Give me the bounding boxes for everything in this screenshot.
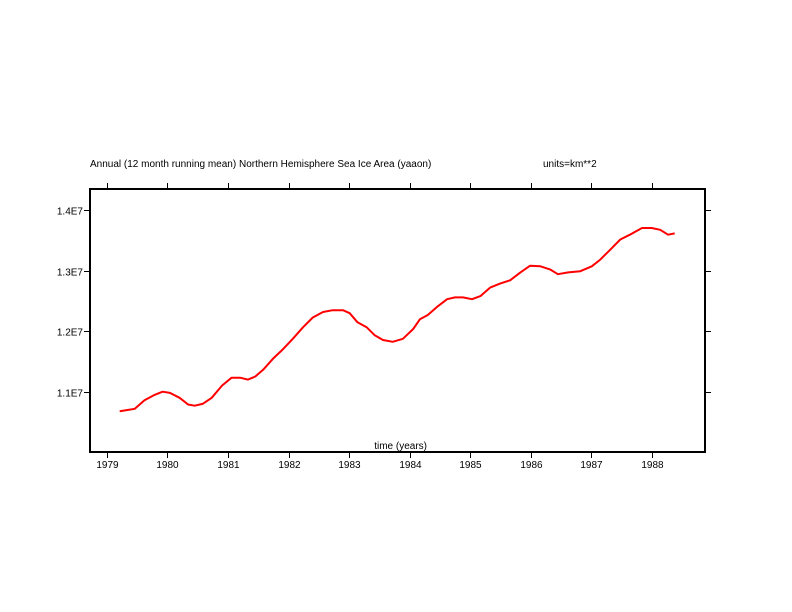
y-tick-labels: 1.1E7 1.2E7 1.3E7 1.4E7 <box>57 207 84 400</box>
plot-frame <box>89 188 706 453</box>
units-label: units=km**2 <box>543 159 597 170</box>
x-tick-label: 1988 <box>641 460 664 471</box>
y-tick-label: 1.4E7 <box>57 207 84 218</box>
x-tick-label: 1979 <box>96 460 119 471</box>
y-axis-right-ticks <box>705 210 711 393</box>
x-tick-label: 1984 <box>399 460 422 471</box>
x-axis-top-ticks <box>107 183 653 189</box>
y-tick-label: 1.3E7 <box>57 268 84 279</box>
x-tick-label: 1985 <box>459 460 482 471</box>
x-axis-bottom-ticks <box>107 452 653 458</box>
y-tick-label: 1.2E7 <box>57 328 84 339</box>
y-axis-left-ticks <box>84 210 90 393</box>
x-tick-label: 1983 <box>338 460 361 471</box>
x-tick-label: 1982 <box>278 460 301 471</box>
x-tick-label: 1980 <box>156 460 179 471</box>
x-tick-label: 1986 <box>520 460 543 471</box>
x-axis-label: time (years) <box>374 441 427 452</box>
chart-title: Annual (12 month running mean) Northern … <box>90 159 431 170</box>
y-tick-label: 1.1E7 <box>57 389 84 400</box>
x-tick-label: 1987 <box>580 460 603 471</box>
x-tick-labels: 1979 1980 1981 1982 1983 1984 1985 1986 1987 1988 <box>96 460 664 471</box>
x-tick-label: 1981 <box>217 460 240 471</box>
series-line-yaaon <box>119 227 675 413</box>
